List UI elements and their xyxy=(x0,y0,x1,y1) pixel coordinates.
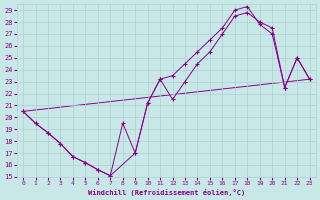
X-axis label: Windchill (Refroidissement éolien,°C): Windchill (Refroidissement éolien,°C) xyxy=(88,189,245,196)
